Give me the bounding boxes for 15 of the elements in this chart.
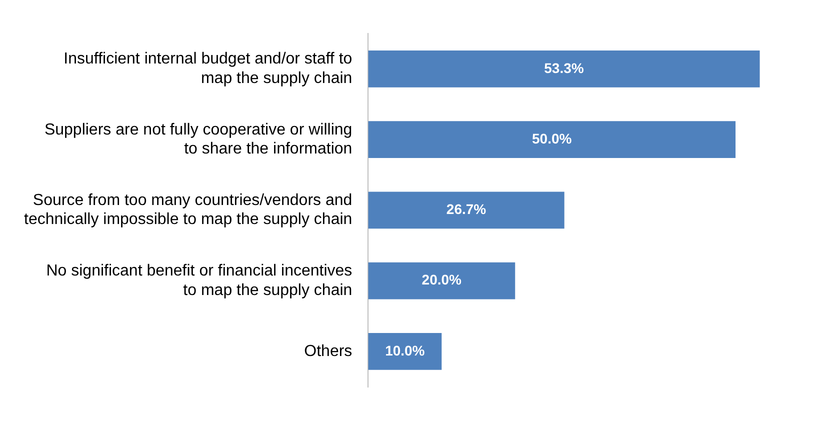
data-label: 26.7% [446, 201, 487, 218]
bar [368, 262, 516, 300]
data-label: 10.0% [385, 342, 426, 358]
y-tick-label: Suppliers are not fully cooperative or willing to share the information [44, 121, 352, 158]
data-label: 50.0% [532, 130, 572, 146]
data-label: 20.0% [422, 272, 462, 288]
y-tick-label: No significant benefit or financial incentives to map the supply chain [46, 262, 352, 299]
bar [368, 50, 760, 88]
data-label: 53.3% [544, 60, 584, 76]
y-tick-label: Source from too many countries/vendors and technically impossible to map the supply chain [24, 192, 352, 228]
y-tick-label: Others [304, 342, 352, 360]
bar [368, 333, 442, 370]
bar [368, 192, 564, 229]
y-tick-label: Insufficient internal budget and/or staff to map the supply chain [64, 50, 352, 87]
bar [368, 121, 736, 158]
